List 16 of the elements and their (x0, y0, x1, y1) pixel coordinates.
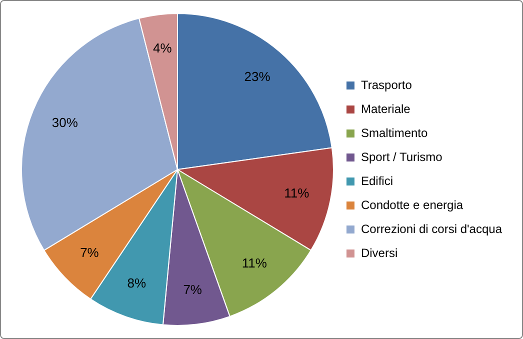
legend-label: Trasporto (360, 78, 412, 92)
legend-label: Edifici (360, 174, 393, 188)
data-label: 8% (127, 276, 146, 291)
data-label: 11% (242, 255, 268, 270)
legend-label: Sport / Turismo (360, 150, 443, 164)
legend-label: Materiale (360, 102, 411, 116)
data-label: 30% (52, 114, 78, 130)
data-label: 11% (284, 186, 310, 201)
legend-label: Diversi (360, 246, 398, 260)
data-label: 7% (80, 245, 100, 260)
data-label: 4% (152, 40, 172, 56)
legend-label: Smaltimento (360, 126, 428, 140)
legend-label: Correzioni di corsi d'acqua (360, 222, 502, 236)
data-label: 23% (244, 69, 271, 84)
legend-label: Condotte e energia (360, 198, 464, 212)
data-label: 7% (183, 282, 202, 297)
